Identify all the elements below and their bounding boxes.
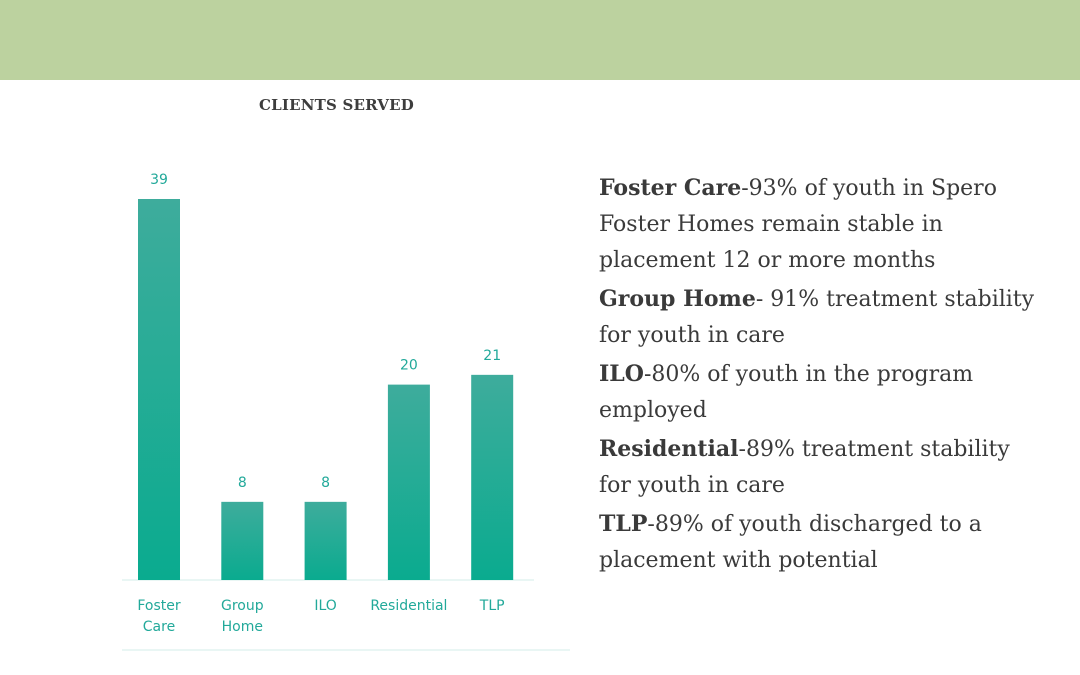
- bar: [387, 384, 430, 580]
- note-title: Foster Care: [599, 175, 742, 201]
- x-tick-label: Residential: [370, 598, 447, 614]
- bar-value-label: 21: [483, 348, 501, 364]
- note-ilo: ILO-80% of youth in the program employed: [599, 356, 1039, 429]
- note-text: -89% of youth discharged to a placement …: [599, 512, 982, 573]
- note-title: Group Home: [599, 286, 756, 312]
- x-tick-label: Group Home: [221, 598, 264, 635]
- bar: [304, 501, 347, 580]
- bar-value-label: 20: [400, 358, 418, 374]
- note-residential: Residential-89% treatment stability for …: [599, 431, 1039, 504]
- chart-title: CLIENTS SERVED: [259, 96, 414, 114]
- bar-value-label: 8: [321, 475, 330, 491]
- note-title: ILO: [599, 361, 644, 387]
- x-tick-label: Foster Care: [137, 598, 181, 635]
- note-text: -80% of youth in the program employed: [599, 362, 974, 423]
- bar: [138, 199, 180, 580]
- program-notes: Foster Care-93% of youth in Spero Foster…: [599, 170, 1039, 581]
- note-foster-care: Foster Care-93% of youth in Spero Foster…: [599, 170, 1039, 279]
- bar-value-label: 8: [238, 475, 247, 491]
- note-text: -89% treatment stability for youth in ca…: [599, 437, 1010, 498]
- top-banner: [0, 0, 1080, 80]
- note-title: TLP: [599, 511, 648, 537]
- x-tick-label: ILO: [314, 598, 336, 614]
- bars-group: 39 Foster Care 8 Group Home 8 ILO 20 Residential 2…: [137, 172, 514, 635]
- note-group-home: Group Home- 91% treatment stability for …: [599, 281, 1039, 354]
- bar: [221, 501, 264, 580]
- x-tick-label: TLP: [479, 598, 505, 614]
- note-tlp: TLP-89% of youth discharged to a placeme…: [599, 506, 1039, 579]
- note-text: - 91% treatment stability for youth in c…: [599, 287, 1035, 348]
- bar-value-label: 39: [150, 172, 168, 188]
- note-text: -93% of youth in Spero Foster Homes rema…: [599, 176, 997, 273]
- note-title: Residential: [599, 436, 739, 462]
- bar: [471, 374, 514, 580]
